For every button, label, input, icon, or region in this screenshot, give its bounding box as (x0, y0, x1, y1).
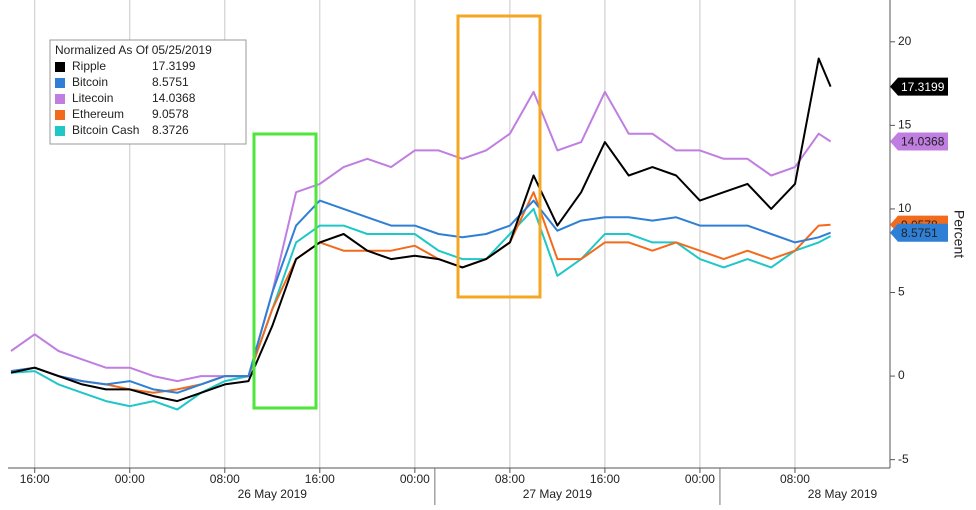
last-value-label: 14.0368 (901, 135, 945, 149)
lines (10, 57, 832, 411)
legend: Normalized As Of 05/25/2019 Ripple 17.319… (49, 39, 247, 145)
x-tick-label: 16:00 (305, 472, 335, 486)
y-tick-label: 5 (898, 285, 905, 299)
legend-value: 8.5751 (152, 75, 189, 89)
y-tick-label: 15 (898, 118, 912, 132)
legend-swatch (55, 110, 65, 120)
highlight-box (252, 132, 318, 410)
legend-value: 17.3199 (152, 59, 196, 73)
x-tick-label: 16:00 (20, 472, 50, 486)
legend-label: Bitcoin (72, 75, 108, 89)
y-axis-label: Percent (951, 210, 967, 258)
legend-title: Normalized As Of 05/25/2019 (55, 43, 212, 57)
x-date-label: 27 May 2019 (523, 487, 593, 501)
highlight-box (456, 14, 542, 299)
y-tick-label: -5 (898, 452, 909, 466)
legend-swatch (55, 62, 65, 72)
legend-label: Litecoin (72, 91, 113, 105)
legend-swatch (55, 78, 65, 88)
series-line (10, 199, 831, 394)
legend-value: 8.3726 (152, 123, 189, 137)
x-tick-label: 08:00 (210, 472, 240, 486)
legend-label: Bitcoin Cash (72, 123, 139, 137)
series-line (10, 207, 832, 411)
series-line (10, 90, 832, 383)
legend-value: 9.0578 (152, 107, 189, 121)
legend-swatch (55, 126, 65, 136)
last-value-tag (890, 77, 948, 96)
x-tick-label: 00:00 (115, 472, 145, 486)
last-value-tag (890, 132, 948, 151)
x-date-label: 28 May 2019 (808, 487, 878, 501)
series-line (10, 57, 832, 403)
last-value-label: 17.3199 (901, 80, 945, 94)
x-tick-label: 00:00 (400, 472, 430, 486)
x-tick-label: 00:00 (685, 472, 715, 486)
legend-label: Ethereum (72, 107, 124, 121)
x-tick-label: 08:00 (495, 472, 525, 486)
legend-value: 14.0368 (152, 91, 196, 105)
x-date-label: 26 May 2019 (238, 487, 308, 501)
last-value-label: 8.5751 (901, 226, 938, 240)
x-tick-label: 08:00 (780, 472, 810, 486)
y-tick-label: 0 (898, 368, 905, 382)
y-tick-label: 10 (898, 201, 912, 215)
last-value-tag (890, 223, 948, 242)
legend-label: Ripple (72, 59, 106, 73)
series-line (10, 191, 831, 394)
y-tick-label: 20 (898, 34, 912, 48)
x-tick-label: 16:00 (590, 472, 620, 486)
legend-swatch (55, 94, 65, 104)
legend-box (49, 39, 247, 145)
